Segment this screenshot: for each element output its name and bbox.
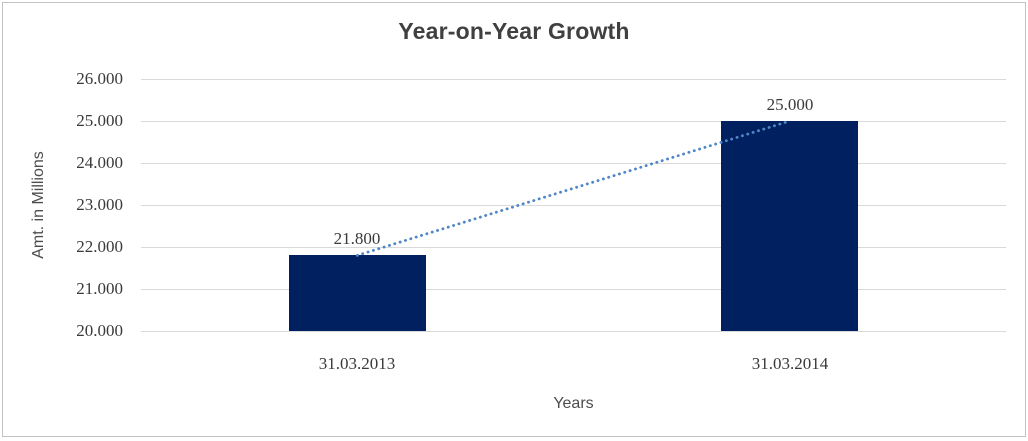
bar-value-label: 25.000 [766,95,814,114]
gridline [141,247,1006,248]
x-category-label: 31.03.2013 [318,354,396,373]
y-axis-tick-label: 26.000 [76,69,123,88]
y-axis-tick-label: 25.000 [76,111,123,130]
y-axis-tick-label: 20.000 [76,321,123,340]
gridline [141,289,1006,290]
x-axis-title: Years [553,395,594,412]
gridline [141,163,1006,164]
gridline [141,331,1006,332]
x-category-label: 31.03.2014 [751,354,829,373]
trendline [355,119,792,257]
bar-value-label: 21.800 [333,229,381,248]
gridline [141,79,1006,80]
gridline [141,121,1006,122]
bar-31.03.2014 [721,121,858,331]
y-axis-tick-label: 22.000 [76,237,123,256]
y-axis-tick-label: 24.000 [76,153,123,172]
y-axis-tick-label: 21.000 [76,279,123,298]
bar-31.03.2013 [289,255,426,331]
y-axis-tick-label: 23.000 [76,195,123,214]
chart-title: Year-on-Year Growth [398,18,630,44]
gridline [141,205,1006,206]
